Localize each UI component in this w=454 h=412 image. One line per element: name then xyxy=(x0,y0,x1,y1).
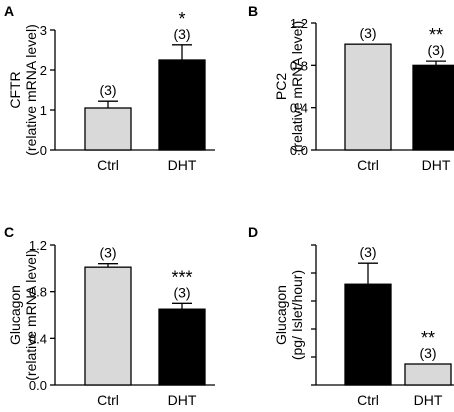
bar-dht xyxy=(158,59,206,151)
n-label: (3) xyxy=(419,345,436,361)
x-tick-label: DHT xyxy=(168,157,197,173)
y-axis-subtitle: (relative mRNA level) xyxy=(23,249,39,380)
significance-marker: ** xyxy=(421,328,435,348)
bar-ctrl xyxy=(344,43,392,151)
y-tick-label: 0.8 xyxy=(29,285,47,300)
y-tick-label: 0 xyxy=(40,143,47,158)
x-tick-label: Ctrl xyxy=(357,392,379,408)
x-tick-label: DHT xyxy=(414,392,443,408)
y-tick-label: 0.4 xyxy=(290,101,308,116)
panel-label: B xyxy=(248,3,258,19)
x-tick-label: Ctrl xyxy=(97,392,119,408)
bar-ctrl xyxy=(344,283,392,386)
bar-dht xyxy=(404,363,452,386)
panel-label: C xyxy=(4,224,14,240)
y-axis-title: Glucagon xyxy=(7,285,23,345)
n-label: (3) xyxy=(427,42,444,58)
x-tick-label: Ctrl xyxy=(97,157,119,173)
y-tick-label: 1.2 xyxy=(290,16,308,31)
x-tick-label: DHT xyxy=(422,157,451,173)
panel-label: D xyxy=(248,224,258,240)
y-tick-label: 1.2 xyxy=(29,238,47,253)
bar-dht xyxy=(158,308,206,386)
panel-label: A xyxy=(4,3,14,19)
significance-marker: * xyxy=(178,9,185,29)
n-label: (3) xyxy=(173,26,190,42)
y-tick-label: 1 xyxy=(40,103,47,118)
n-label: (3) xyxy=(359,25,376,41)
n-label: (3) xyxy=(173,284,190,300)
bar-ctrl xyxy=(84,266,132,386)
y-tick-label: 0.8 xyxy=(290,58,308,73)
y-tick-label: 0.0 xyxy=(29,378,47,393)
significance-marker: *** xyxy=(171,267,192,287)
x-tick-label: DHT xyxy=(168,392,197,408)
n-label: (3) xyxy=(99,245,116,261)
y-axis-title: CFTR xyxy=(7,71,23,108)
bar-dht xyxy=(412,64,454,151)
y-tick-label: 2 xyxy=(40,63,47,78)
y-axis-subtitle: (pg/ Islet/hour) xyxy=(289,270,305,360)
y-axis-subtitle: (relative mRNA level) xyxy=(289,21,305,152)
y-tick-label: 3 xyxy=(40,23,47,38)
significance-marker: ** xyxy=(429,25,443,45)
n-label: (3) xyxy=(359,244,376,260)
bar-ctrl xyxy=(84,107,132,151)
y-axis-subtitle: (relative mRNA level) xyxy=(23,24,39,155)
x-tick-label: Ctrl xyxy=(357,157,379,173)
n-label: (3) xyxy=(99,82,116,98)
y-tick-label: 0.4 xyxy=(29,331,47,346)
y-axis-title: PC2 xyxy=(273,73,289,100)
y-tick-label: 0.0 xyxy=(290,143,308,158)
y-axis-title: Glucagon xyxy=(273,285,289,345)
